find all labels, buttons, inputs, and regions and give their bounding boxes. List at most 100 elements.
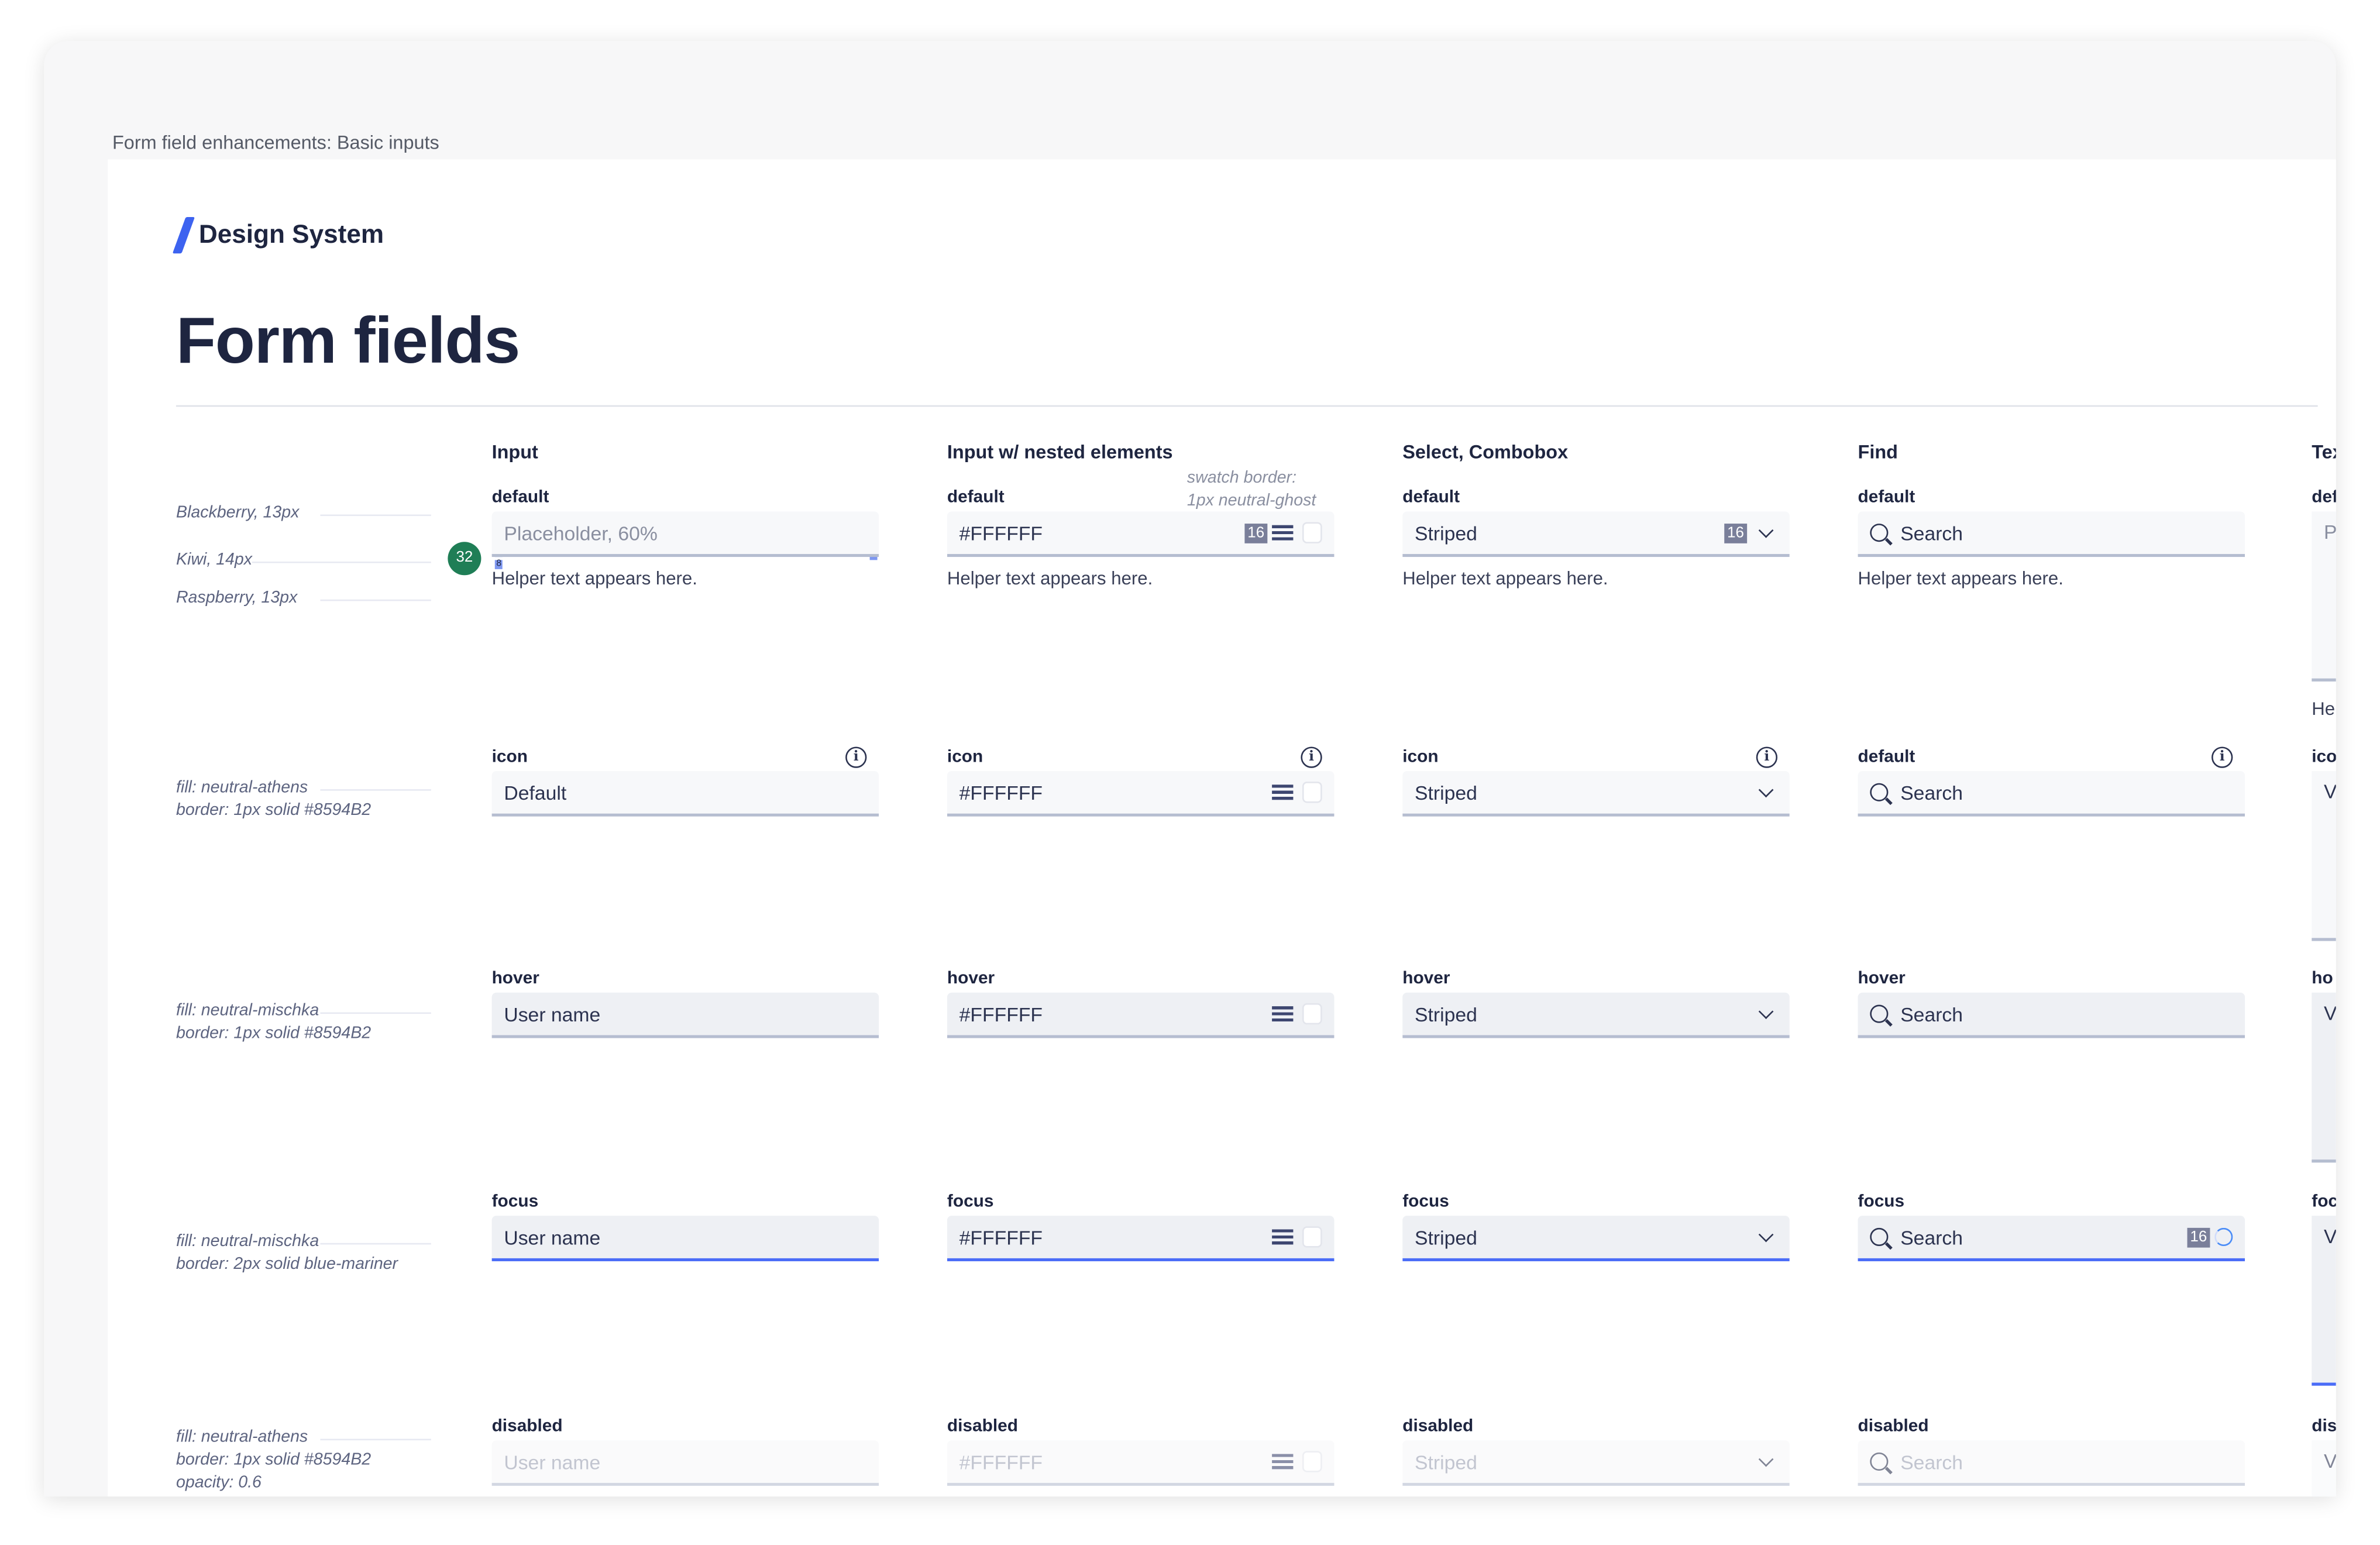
menu-icon[interactable] <box>1272 1006 1294 1022</box>
input-field-hover[interactable]: User name <box>491 992 879 1038</box>
chevron-down-icon[interactable] <box>1758 1003 1774 1018</box>
find-field-default[interactable]: Search <box>1858 770 2245 817</box>
search-icon <box>1870 1452 1889 1471</box>
state-label: ho <box>2312 969 2333 988</box>
info-icon[interactable]: i <box>1301 746 1322 768</box>
textarea-field-default[interactable]: V <box>2312 770 2336 941</box>
style-annotation: border: 1px solid #8594B2 <box>176 1024 372 1043</box>
typography-annotation: Blackberry, 13px <box>176 504 300 522</box>
menu-icon[interactable] <box>1272 525 1294 541</box>
annotation-leader-line <box>320 514 431 517</box>
divider <box>176 405 2318 407</box>
annotation-leader-line <box>320 789 431 791</box>
select-field-default[interactable]: Striped <box>1402 770 1790 817</box>
input-field-focus[interactable]: User name <box>491 1216 879 1261</box>
field-value: Search <box>1900 1450 1963 1473</box>
state-label: focus <box>1858 1193 1905 1212</box>
color-swatch[interactable] <box>1302 522 1322 543</box>
color-swatch[interactable] <box>1302 782 1322 803</box>
field-value: #FFFFFF <box>959 1450 1043 1473</box>
spacing-badge: 16 <box>1724 522 1748 543</box>
state-label: foc <box>2312 1193 2336 1212</box>
find-field-hover[interactable]: Search <box>1858 992 2245 1038</box>
field-value: Striped <box>1414 780 1477 804</box>
color-swatch[interactable] <box>1302 1003 1322 1025</box>
nested-field-default[interactable]: #FFFFFF <box>947 770 1335 817</box>
color-swatch[interactable] <box>1302 1226 1322 1248</box>
chevron-down-icon[interactable] <box>1758 522 1774 538</box>
field-value: #FFFFFF <box>959 521 1043 545</box>
select-field-focus[interactable]: Striped <box>1402 1216 1790 1261</box>
state-label: default <box>491 488 549 507</box>
height-pill-32: 32 <box>448 542 481 576</box>
helper-text: Helper text appears here. <box>491 567 697 589</box>
input-field-default[interactable]: Default <box>491 770 879 817</box>
menu-icon[interactable] <box>1272 1229 1294 1245</box>
column-header-select: Select, Combobox <box>1402 441 1569 463</box>
field-value: Search <box>1900 780 1963 804</box>
column-header-find: Find <box>1858 441 1899 463</box>
search-icon <box>1870 1004 1889 1023</box>
state-label: def <box>2312 488 2336 507</box>
state-label: ico <box>2312 748 2336 767</box>
annotation-leader-line <box>320 599 431 601</box>
state-label: disabled <box>1402 1417 1474 1436</box>
color-swatch[interactable] <box>1302 1451 1322 1472</box>
input-field-default[interactable]: Placeholder, 60% <box>491 511 879 558</box>
find-field-focus[interactable]: Search 16 <box>1858 1216 2245 1261</box>
field-value: Striped <box>1414 1002 1477 1026</box>
state-label: dis <box>2312 1417 2336 1436</box>
field-value: User name <box>504 1450 601 1473</box>
state-label: hover <box>1402 969 1450 988</box>
info-icon[interactable]: i <box>1756 746 1778 768</box>
helper-text: Helper text appears here. <box>1402 567 1608 589</box>
swatch-border-note: swatch border: 1px neutral-ghost <box>1187 467 1316 513</box>
state-label: default <box>1402 488 1460 507</box>
field-value: Search <box>1900 1002 1963 1026</box>
field-value: User name <box>504 1225 601 1248</box>
field-value: V <box>2324 780 2336 803</box>
style-annotation: fill: neutral-mischka <box>176 1232 319 1251</box>
brand-slash-icon <box>172 216 195 254</box>
select-field-disabled: Striped <box>1402 1440 1790 1486</box>
frame-caption: Form field enhancements: Basic inputs <box>112 132 439 154</box>
field-value: Striped <box>1414 1450 1477 1473</box>
info-icon[interactable]: i <box>2212 746 2233 768</box>
chevron-down-icon[interactable] <box>1758 1226 1774 1242</box>
state-label: hover <box>947 969 995 988</box>
menu-icon[interactable] <box>1272 1454 1294 1470</box>
select-field-hover[interactable]: Striped <box>1402 992 1790 1038</box>
style-annotation: fill: neutral-athens <box>176 778 308 797</box>
textarea-field-default[interactable]: P <box>2312 511 2336 682</box>
find-field-default[interactable]: Search <box>1858 511 2245 558</box>
brand-name: Design System <box>198 220 384 249</box>
state-label: disabled <box>1858 1417 1929 1436</box>
info-icon[interactable]: i <box>845 746 867 768</box>
nested-field-focus[interactable]: #FFFFFF <box>947 1216 1335 1261</box>
textarea-field-focus[interactable]: V <box>2312 1216 2336 1386</box>
chevron-down-icon[interactable] <box>1758 782 1774 797</box>
select-field-default[interactable]: Striped 16 <box>1402 511 1790 558</box>
chevron-down-icon[interactable] <box>1758 1451 1774 1467</box>
state-label: icon <box>947 748 983 767</box>
typography-annotation: Raspberry, 13px <box>176 589 298 607</box>
helper-text: Helper text appears here. <box>947 567 1153 589</box>
state-label: icon <box>491 748 528 767</box>
state-label: default <box>1858 488 1915 507</box>
search-icon <box>1870 524 1889 542</box>
textarea-field-hover[interactable]: V <box>2312 992 2336 1163</box>
find-field-disabled: Search <box>1858 1440 2245 1486</box>
field-value: Striped <box>1414 1225 1477 1248</box>
state-label: focus <box>1402 1193 1449 1212</box>
field-value: Default <box>504 780 567 804</box>
state-label: icon <box>1402 748 1439 767</box>
nested-field-default[interactable]: #FFFFFF 16 <box>947 511 1335 558</box>
input-field-disabled: User name <box>491 1440 879 1486</box>
field-value: User name <box>504 1002 601 1026</box>
nested-field-hover[interactable]: #FFFFFF <box>947 992 1335 1038</box>
field-value: #FFFFFF <box>959 1225 1043 1248</box>
state-label: disabled <box>947 1417 1018 1436</box>
menu-icon[interactable] <box>1272 784 1294 800</box>
state-label: focus <box>947 1193 994 1212</box>
